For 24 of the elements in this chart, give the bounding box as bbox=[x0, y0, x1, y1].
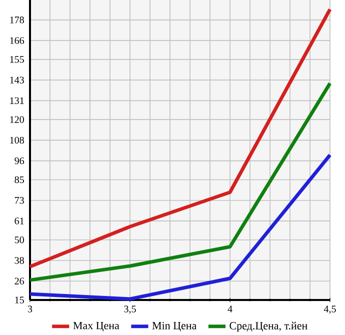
x-tick-label: 3 bbox=[28, 306, 32, 312]
x-tick-label: 4 bbox=[228, 306, 232, 312]
x-tick-label: 3,5 bbox=[124, 306, 136, 314]
y-tick-label: 143 bbox=[10, 76, 24, 84]
y-tick-label: 178 bbox=[10, 16, 24, 24]
y-tick-label: 131 bbox=[10, 97, 24, 104]
y-tick-label: 166 bbox=[10, 37, 24, 44]
y-tick-label: 85 bbox=[14, 176, 24, 184]
legend-label: Сред.Цена, т.йен bbox=[230, 322, 308, 332]
y-tick-label: 38 bbox=[14, 257, 24, 264]
y-tick-label: 120 bbox=[10, 116, 24, 123]
line-series bbox=[28, 8, 332, 268]
y-tick-label: 50 bbox=[14, 236, 24, 244]
y-tick-label: 73 bbox=[14, 196, 24, 204]
x-tick-label: 4,5 bbox=[324, 306, 336, 314]
y-tick-label: 108 bbox=[10, 136, 24, 144]
y-tick-label: 15 bbox=[15, 296, 24, 304]
y-tick-label: 61 bbox=[14, 218, 24, 224]
y-tick-label: 26 bbox=[14, 278, 24, 284]
line-series bbox=[28, 82, 332, 282]
legend-label: Max Цена bbox=[73, 322, 120, 332]
y-tick-label: 155 bbox=[10, 56, 24, 63]
legend-label: Min Цена bbox=[152, 322, 197, 332]
y-tick-label: 96 bbox=[14, 157, 24, 164]
